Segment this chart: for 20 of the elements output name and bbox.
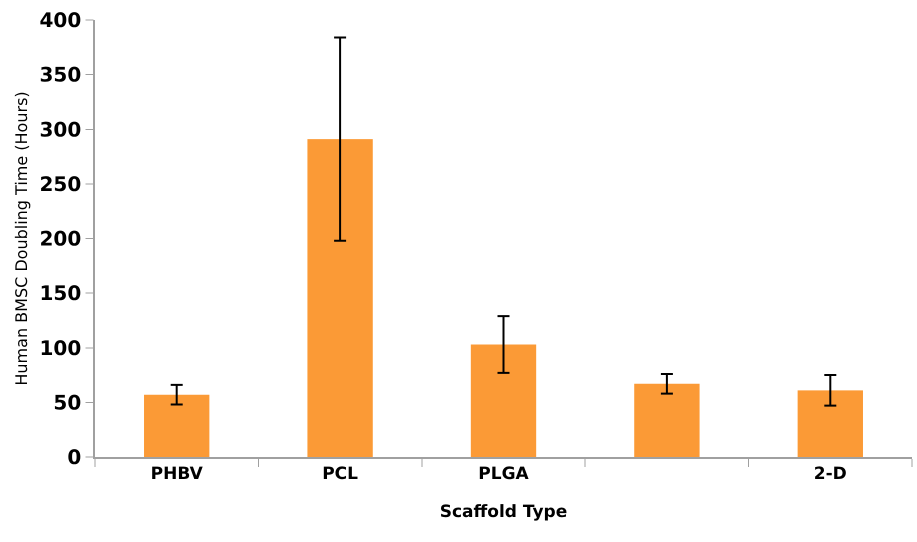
x-tick-label: PCL [322, 464, 358, 484]
y-tick-label: 150 [40, 281, 82, 306]
x-axis-title: Scaffold Type [440, 502, 568, 522]
y-tick-label: 100 [40, 336, 82, 360]
y-tick-label: 250 [40, 172, 82, 196]
y-tick-label: 0 [67, 445, 82, 469]
bar [470, 344, 536, 457]
y-tick-label: 200 [40, 226, 82, 250]
bar [144, 394, 210, 457]
y-axis-title: Human BMSC Doubling Time (Hours) [12, 91, 31, 386]
y-tick-label: 350 [40, 62, 82, 87]
bar [798, 390, 863, 457]
x-tick-label: 2-D [814, 464, 847, 484]
bar [307, 139, 373, 457]
y-tick-label: 400 [40, 8, 82, 32]
x-tick-label: PHBV [150, 464, 204, 484]
y-tick-label: 300 [40, 117, 82, 142]
bar [634, 384, 700, 457]
y-tick-label: 50 [53, 390, 82, 414]
x-tick-label: PLGA [478, 464, 530, 484]
